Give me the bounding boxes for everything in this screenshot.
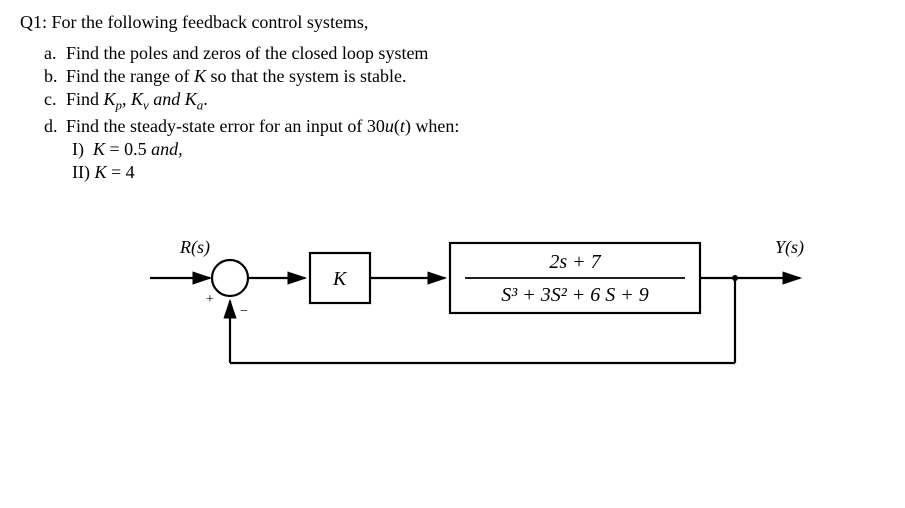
diagram-svg: R(s) + − K 2s + 7 S³ + 3S² + 6 S + 9 Y(s… [140,223,820,393]
part-b-suffix: so that the system is stable. [206,66,406,86]
ka: K [185,89,197,109]
kp: K [104,89,116,109]
part-d-text: Find the steady-state error for an input… [66,116,885,137]
block-diagram: R(s) + − K 2s + 7 S³ + 3S² + 6 S + 9 Y(s… [140,223,885,398]
part-d-sublist: I) K = 0.5 and, II) K = 4 [72,139,885,183]
part-c-text: Find Kp, Kv and Ka. [66,89,885,114]
kv: K [131,89,143,109]
part-d-i: I) K = 0.5 and, [72,139,885,160]
part-b: b. Find the range of K so that the syste… [44,66,885,87]
sum-plus: + [206,292,214,307]
part-d-when: when: [411,116,460,136]
part-a-label: a. [44,43,66,64]
d-i-label: I) [72,139,84,159]
part-d-input: 30u(t) [367,116,411,136]
gain-label: K [332,268,348,290]
part-c: c. Find Kp, Kv and Ka. [44,89,885,114]
d-ii-var: K [94,162,106,182]
part-c-period: . [203,89,208,109]
part-b-prefix: Find the range of [66,66,194,86]
part-a: a. Find the poles and zeros of the close… [44,43,885,64]
sum-minus: − [240,304,248,319]
d-i-var: K [93,139,105,159]
and-word: and [149,89,185,109]
parts-list: a. Find the poles and zeros of the close… [44,43,885,137]
y-label: Y(s) [775,237,804,258]
part-b-text: Find the range of K so that the system i… [66,66,885,87]
d-i-and: and, [151,139,183,159]
part-c-label: c. [44,89,66,114]
tf-denominator: S³ + 3S² + 6 S + 9 [501,284,648,306]
summing-junction [212,260,248,296]
r-label: R(s) [179,237,210,258]
kp-sub: p [116,98,122,113]
part-d: d. Find the steady-state error for an in… [44,116,885,137]
d-ii-label: II) [72,162,90,182]
tf-numerator: 2s + 7 [549,251,601,273]
part-a-text: Find the poles and zeros of the closed l… [66,43,885,64]
part-b-var: K [194,66,206,86]
part-c-prefix: Find [66,89,104,109]
part-d-label: d. [44,116,66,137]
question-title: Q1: For the following feedback control s… [20,12,885,33]
part-d-prefix: Find the steady-state error for an input… [66,116,367,136]
part-d-ii: II) K = 4 [72,162,885,183]
part-b-label: b. [44,66,66,87]
d-ii-val: = 4 [107,162,135,182]
d-i-val: = 0.5 [105,139,151,159]
